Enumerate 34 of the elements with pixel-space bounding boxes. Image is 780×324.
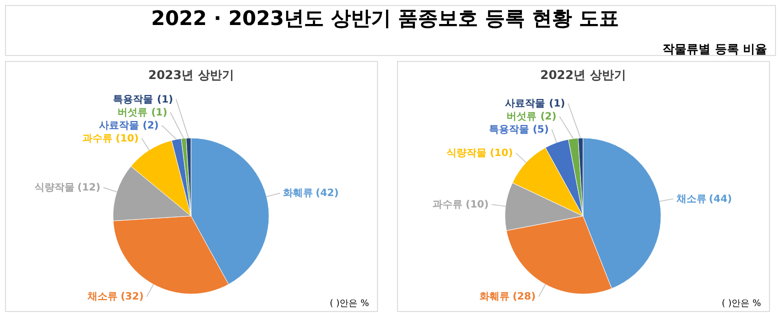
slice-label: 식량작물	[34, 182, 74, 194]
text: 2022 · 2023년도 상반기 품종보호 등록 현황 도표	[151, 6, 619, 30]
chart-title: 2022년 상반기	[540, 68, 626, 82]
data-label: (32)	[120, 292, 144, 303]
data-label: (10)	[466, 199, 489, 210]
text: ( )안은 %	[722, 299, 762, 309]
data-label: (2)	[142, 120, 159, 132]
data-label: (28)	[512, 292, 536, 303]
data-label: (5)	[532, 124, 549, 136]
slice-label: 화훼류	[479, 292, 510, 303]
slice-label: 사료작물	[505, 98, 546, 110]
data-label: (1)	[549, 98, 566, 110]
text: 작물류별 등록 비율	[662, 42, 767, 56]
data-label: (1)	[151, 107, 168, 118]
data-label: (44)	[708, 194, 732, 205]
slice-label: 과수류	[432, 199, 462, 210]
slice-label: 채소류	[675, 194, 706, 205]
data-label: (42)	[316, 188, 339, 200]
data-label: (12)	[77, 182, 100, 194]
slice-label: 사료작물	[98, 120, 139, 132]
slice-label: 버섯류	[117, 107, 148, 118]
text: ( )안은 %	[330, 299, 370, 309]
chart-title: 2023년 상반기	[148, 68, 234, 82]
data-label: (2)	[540, 111, 556, 122]
data-label: (10)	[116, 133, 139, 144]
slice-label: 특용작물	[113, 94, 154, 106]
data-label: (10)	[490, 148, 513, 159]
slice-label: 버섯류	[506, 111, 537, 122]
slice-label: 식량작물	[446, 148, 487, 159]
slice-label: 화훼류	[283, 188, 314, 200]
slice-label: 채소류	[86, 292, 118, 303]
slice-label: 특용작물	[488, 124, 529, 136]
slice-label: 과수류	[82, 133, 112, 144]
data-label: (1)	[157, 94, 174, 106]
